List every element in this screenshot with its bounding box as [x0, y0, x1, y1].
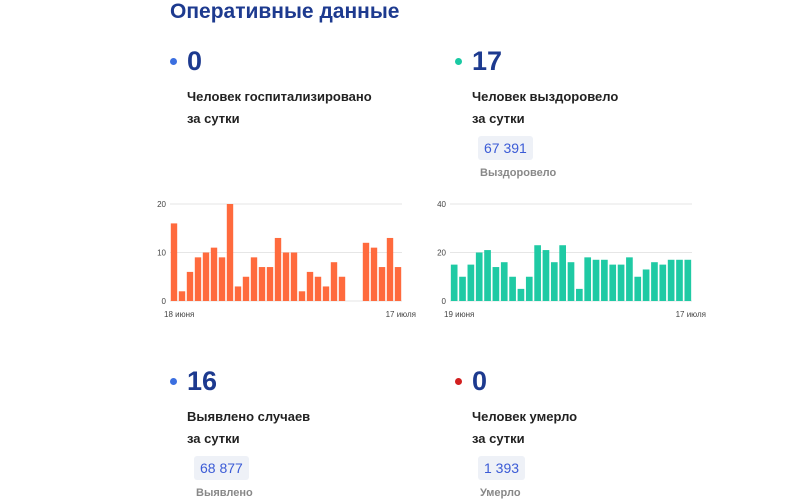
- deaths-label-line1: Человек умерло: [472, 409, 578, 424]
- hospitalized-label-line2: за сутки: [187, 111, 240, 126]
- chart-bar: [642, 269, 650, 301]
- chart-bar: [550, 262, 558, 301]
- chart-bar: [186, 271, 194, 301]
- chart-bar: [338, 276, 346, 301]
- hospitalized-label: Человек госпитализировано за сутки: [187, 86, 372, 130]
- recovered-label: Человек выздоровело за сутки: [472, 86, 618, 130]
- hospitalized-dot-icon: [170, 58, 177, 65]
- deaths-value: 0: [472, 366, 488, 396]
- chart-bar: [306, 271, 314, 301]
- chart-bar: [250, 257, 258, 301]
- chart-bar: [676, 259, 683, 301]
- chart-bar: [459, 276, 466, 301]
- chart-bar: [274, 237, 282, 301]
- y-tick-label: 0: [162, 297, 167, 306]
- chart-bar: [370, 247, 378, 301]
- recovered-label-line2: за сутки: [472, 111, 525, 126]
- hospitalized-label-line1: Человек госпитализировано: [187, 89, 372, 104]
- deaths-dot-icon: [455, 378, 462, 385]
- cases-value: 16: [187, 366, 218, 396]
- chart-bar: [534, 245, 541, 301]
- chart-bar: [634, 276, 642, 301]
- y-tick-label: 40: [437, 200, 446, 209]
- chart-bar: [378, 267, 386, 301]
- y-tick-label: 0: [442, 297, 447, 306]
- chart-bar: [282, 252, 290, 301]
- chart-bar: [266, 267, 274, 301]
- chart-bar: [210, 247, 218, 301]
- chart-bar: [330, 262, 338, 301]
- hospitalized-chart: 0 10 20 18 июня 17 июля: [157, 200, 416, 319]
- chart-bar: [362, 242, 370, 301]
- x-start-label: 19 июня: [444, 310, 474, 319]
- chart-bar: [475, 252, 483, 301]
- chart-bar: [684, 259, 692, 301]
- page-title: Оперативные данные: [170, 0, 400, 23]
- deaths-total-badge: 1 393: [478, 456, 526, 480]
- chart-bar: [170, 223, 178, 301]
- chart-bar: [202, 252, 210, 301]
- x-end-label: 17 июля: [676, 310, 706, 319]
- chart-bar: [584, 257, 592, 301]
- y-tick-label: 10: [157, 249, 166, 258]
- chart-bar: [567, 262, 575, 301]
- chart-bar: [492, 267, 500, 301]
- chart-bar: [517, 288, 525, 301]
- hospitalized-value: 0: [187, 46, 203, 76]
- deaths-label: Человек умерло за сутки: [472, 406, 577, 450]
- chart-bar: [576, 288, 583, 301]
- recovered-total-label: Выздоровело: [480, 167, 557, 179]
- chart-bar: [500, 262, 508, 301]
- cases-label: Выявлено случаев за сутки: [187, 406, 310, 450]
- x-end-label: 17 июля: [386, 310, 416, 319]
- chart-bar: [394, 267, 402, 301]
- chart-bar: [601, 259, 608, 301]
- chart-bar: [242, 276, 250, 301]
- cases-dot-icon: [170, 378, 177, 385]
- chart-bar: [509, 276, 516, 301]
- chart-bar: [525, 276, 533, 301]
- chart-bar: [194, 257, 202, 301]
- recovered-total-badge: 67 391: [478, 136, 533, 160]
- cases-total-label: Выявлено: [196, 487, 253, 499]
- cases-label-line1: Выявлено случаев: [187, 409, 311, 424]
- chart-bar: [651, 262, 658, 301]
- y-tick-label: 20: [437, 249, 446, 258]
- chart-bar: [559, 245, 566, 301]
- x-start-label: 18 июня: [164, 310, 194, 319]
- chart-bar: [626, 257, 633, 301]
- chart-bar: [484, 250, 491, 301]
- recovered-value: 17: [472, 46, 503, 76]
- chart-bar: [592, 259, 600, 301]
- chart-bar: [298, 291, 306, 301]
- chart-bar: [178, 291, 186, 301]
- chart-bar: [290, 252, 298, 301]
- chart-bar: [258, 267, 266, 301]
- chart-bar: [667, 259, 675, 301]
- cases-total-badge: 68 877: [194, 456, 249, 480]
- recovered-chart: 0 20 40 19 июня 17 июля: [437, 200, 706, 319]
- cases-label-line2: за сутки: [187, 431, 240, 446]
- chart-bar: [467, 264, 475, 301]
- chart-bar: [542, 250, 550, 301]
- chart-bar: [450, 264, 458, 301]
- chart-bar: [609, 264, 617, 301]
- chart-bar: [226, 204, 234, 301]
- chart-bar: [659, 264, 667, 301]
- y-tick-label: 20: [157, 200, 166, 209]
- deaths-label-line2: за сутки: [472, 431, 525, 446]
- chart-bar: [617, 264, 625, 301]
- recovered-label-line1: Человек выздоровело: [472, 89, 619, 104]
- chart-bar: [234, 286, 242, 301]
- chart-bar: [218, 257, 226, 301]
- chart-bar: [322, 286, 330, 301]
- chart-bar: [314, 276, 322, 301]
- deaths-total-label: Умерло: [480, 487, 521, 499]
- chart-bar: [386, 237, 394, 301]
- recovered-dot-icon: [455, 58, 462, 65]
